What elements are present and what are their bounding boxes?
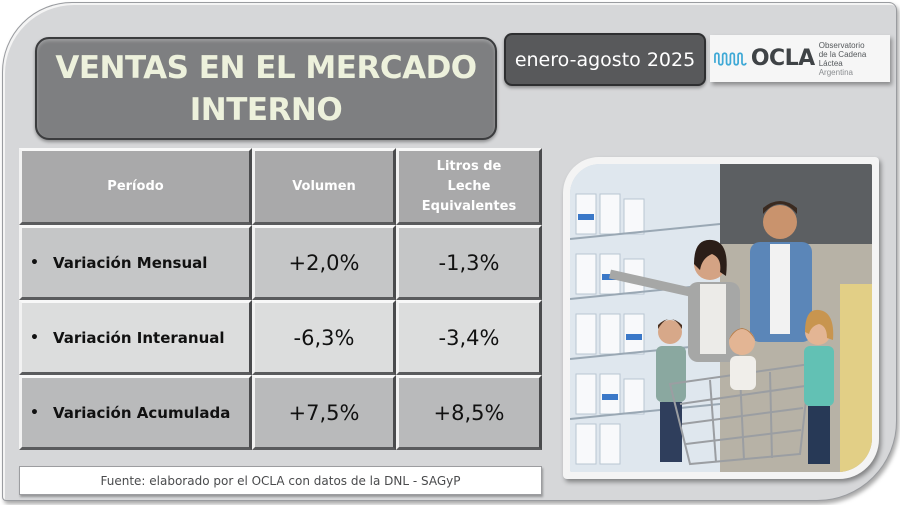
- bullet-icon: •: [30, 329, 39, 346]
- table-row: • Variación Interanual -6,3% -3,4%: [19, 300, 542, 375]
- logo-subtitle-3: Argentina: [818, 67, 853, 77]
- volumen-value: +7,5%: [252, 375, 396, 450]
- photo-illustration: [570, 164, 872, 472]
- table-row: • Variación Acumulada +7,5% +8,5%: [19, 375, 542, 450]
- ocla-logo: OCLA Observatorio de la Cadena Láctea Ar…: [710, 35, 890, 82]
- column-header-periodo: Período: [19, 148, 252, 225]
- column-header-litros-label: Litros de Leche Equivalentes: [421, 158, 517, 214]
- litros-value: -3,4%: [396, 300, 542, 375]
- litros-value: -1,3%: [396, 225, 542, 300]
- logo-subtitle: Observatorio de la Cadena Láctea Argenti…: [819, 41, 890, 77]
- wave-icon: [714, 51, 747, 66]
- table-header-row: Período Volumen Litros de Leche Equivale…: [19, 148, 542, 225]
- sales-table: Período Volumen Litros de Leche Equivale…: [19, 148, 542, 450]
- column-header-litros: Litros de Leche Equivalentes: [396, 148, 542, 225]
- row-label-cell: • Variación Interanual: [19, 300, 252, 375]
- source-note: Fuente: elaborado por el OCLA con datos …: [19, 466, 542, 495]
- row-label-cell: • Variación Acumulada: [19, 375, 252, 450]
- period-badge: enero-agosto 2025: [504, 33, 706, 86]
- table-row: • Variación Mensual +2,0% -1,3%: [19, 225, 542, 300]
- logo-subtitle-2: de la Cadena Láctea: [818, 49, 867, 68]
- column-header-volumen: Volumen: [252, 148, 396, 225]
- row-label-cell: • Variación Mensual: [19, 225, 252, 300]
- title-line-2: INTERNO: [189, 91, 343, 128]
- litros-value: +8,5%: [396, 375, 542, 450]
- volumen-value: +2,0%: [252, 225, 396, 300]
- photo-frame: [563, 157, 879, 479]
- row-label: Variación Interanual: [52, 328, 225, 347]
- row-label: Variación Mensual: [52, 253, 208, 272]
- logo-subtitle-1: Observatorio: [818, 40, 865, 50]
- bullet-icon: •: [30, 254, 39, 271]
- logo-name: OCLA: [750, 46, 815, 71]
- supermarket-family-photo: [570, 164, 872, 472]
- row-label: Variación Acumulada: [52, 403, 231, 422]
- title-line-1: VENTAS EN EL MERCADO: [55, 49, 477, 86]
- page-title: VENTAS EN EL MERCADO INTERNO: [35, 37, 497, 140]
- bullet-icon: •: [30, 404, 39, 421]
- volumen-value: -6,3%: [252, 300, 396, 375]
